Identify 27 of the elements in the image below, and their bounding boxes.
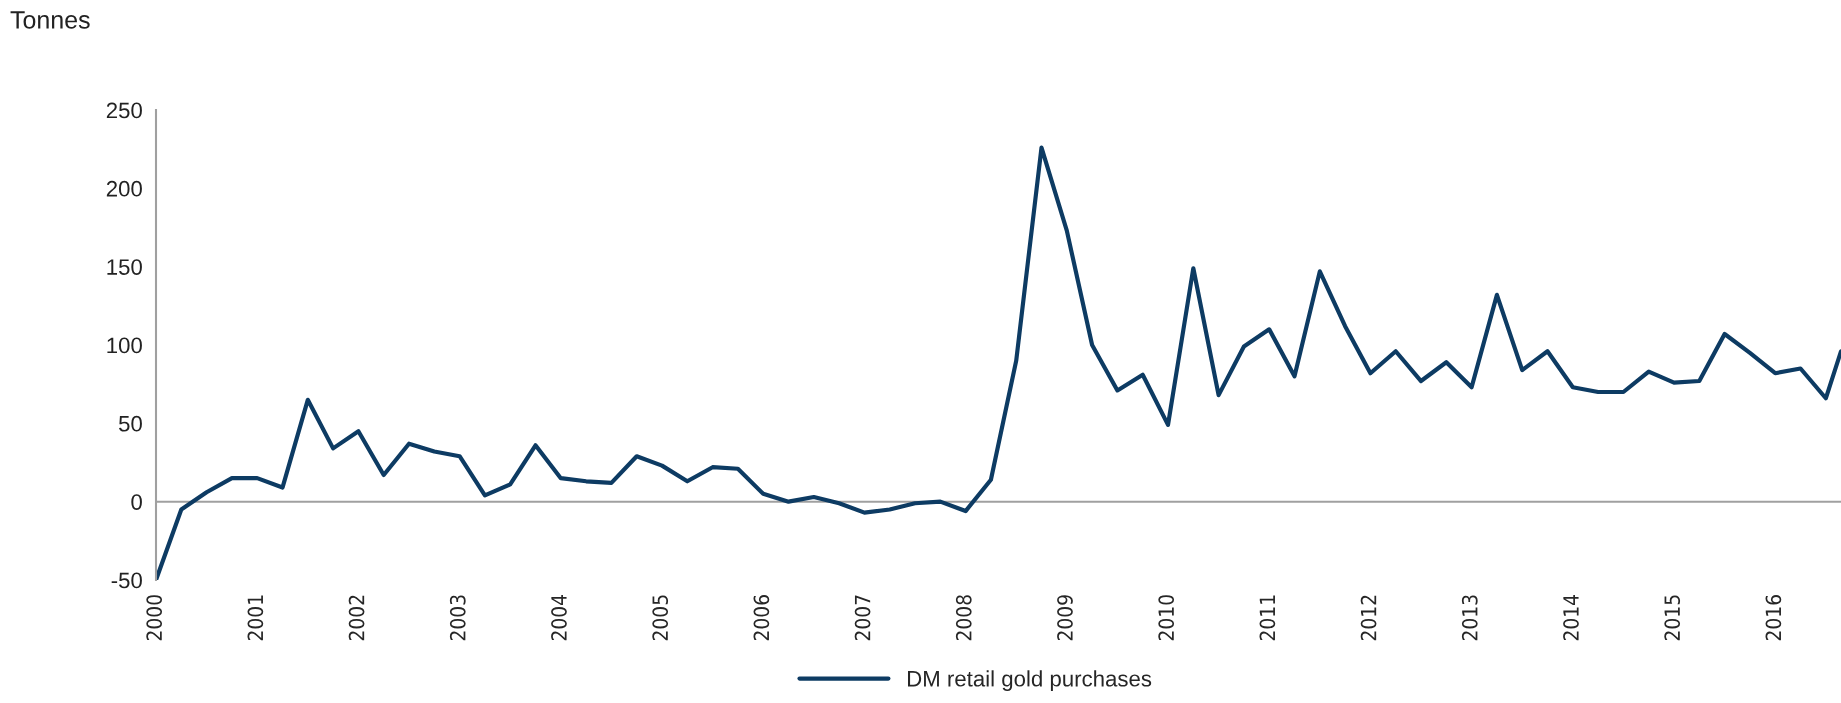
y-tick-label: 150 xyxy=(107,259,142,275)
x-tick-label: 2002 xyxy=(348,595,365,641)
x-tick-label: 2003 xyxy=(449,595,466,641)
y-tick-label: 0 xyxy=(131,494,142,510)
x-tick-label: 2008 xyxy=(955,595,972,641)
x-tick-label: 2006 xyxy=(753,595,770,641)
y-tick-label: -50 xyxy=(111,572,142,589)
x-tick-label: 2005 xyxy=(652,595,669,641)
x-tick-label: 2000 xyxy=(146,595,163,641)
x-tick-label: 2012 xyxy=(1360,595,1377,641)
line-series xyxy=(156,145,1841,580)
y-tick-label: 100 xyxy=(107,337,142,354)
y-axis-title: Tonnes xyxy=(10,11,90,29)
y-tick-label: 200 xyxy=(106,180,142,197)
x-tick-label: 2014 xyxy=(1563,594,1579,641)
x-tick-label: 2016 xyxy=(1765,595,1782,641)
y-tick-label: 50 xyxy=(118,415,142,432)
x-tick-label: 2011 xyxy=(1259,595,1276,641)
y-tick-label: 250 xyxy=(106,102,142,119)
x-tick-label: 2007 xyxy=(854,595,871,641)
x-tick-label: 2013 xyxy=(1461,595,1478,641)
x-tick-label: 2001 xyxy=(247,595,264,641)
x-tick-label: 2015 xyxy=(1664,595,1681,641)
x-tick-label: 2010 xyxy=(1158,595,1175,641)
x-tick-label: 2004 xyxy=(551,594,567,641)
legend-label: DM retail gold purchases xyxy=(908,670,1152,691)
x-tick-label: 2009 xyxy=(1057,595,1073,641)
